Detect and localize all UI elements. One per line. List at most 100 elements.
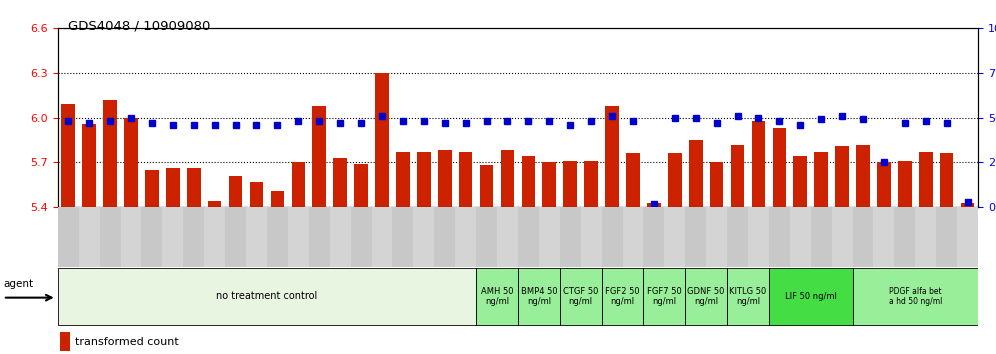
Bar (434, 207, 455, 267)
Bar (685, 268, 727, 325)
Bar (790, 207, 811, 267)
Bar (162, 207, 183, 267)
Text: AMH 50
ng/ml: AMH 50 ng/ml (481, 287, 513, 306)
Bar (602, 268, 643, 325)
Bar (853, 268, 978, 325)
Text: GDNF 50
ng/ml: GDNF 50 ng/ml (687, 287, 725, 306)
Bar (602, 207, 622, 267)
Bar (811, 207, 832, 267)
Bar (689, 140, 702, 354)
Bar (727, 207, 748, 267)
Bar (141, 207, 162, 267)
Bar (183, 207, 204, 267)
Bar (539, 207, 560, 267)
Bar (292, 162, 305, 354)
Bar (396, 152, 409, 354)
Bar (375, 73, 388, 354)
Text: KITLG 50
ng/ml: KITLG 50 ng/ml (729, 287, 767, 306)
Bar (62, 104, 75, 354)
Bar (104, 100, 117, 354)
Bar (581, 207, 602, 267)
Bar (351, 207, 372, 267)
Bar (668, 154, 681, 354)
Text: BMP4 50
ng/ml: BMP4 50 ng/ml (521, 287, 557, 306)
Bar (497, 207, 518, 267)
Bar (60, 332, 70, 351)
Bar (438, 150, 451, 354)
Text: LIF 50 ng/ml: LIF 50 ng/ml (785, 292, 837, 301)
Bar (476, 268, 518, 325)
Bar (83, 124, 96, 354)
Bar (894, 207, 915, 267)
Bar (836, 146, 849, 354)
Bar (313, 106, 326, 354)
Bar (585, 161, 598, 354)
Text: FGF7 50
ng/ml: FGF7 50 ng/ml (647, 287, 681, 306)
Bar (731, 144, 744, 354)
Bar (522, 156, 535, 354)
Bar (309, 207, 330, 267)
Bar (79, 207, 100, 267)
Bar (643, 207, 664, 267)
Bar (710, 162, 723, 354)
Bar (476, 207, 497, 267)
Text: no treatment control: no treatment control (216, 291, 318, 302)
Bar (748, 207, 769, 267)
Bar (769, 268, 853, 325)
Bar (898, 161, 911, 354)
Bar (794, 156, 807, 354)
Bar (940, 154, 953, 354)
Bar (606, 106, 619, 354)
Bar (773, 128, 786, 354)
Bar (121, 207, 141, 267)
Bar (166, 169, 179, 354)
Bar (334, 158, 347, 354)
Text: PDGF alfa bet
a hd 50 ng/ml: PDGF alfa bet a hd 50 ng/ml (888, 287, 942, 306)
Bar (560, 268, 602, 325)
Bar (769, 207, 790, 267)
Bar (727, 268, 769, 325)
Bar (501, 150, 514, 354)
Bar (873, 207, 894, 267)
Bar (915, 207, 936, 267)
Bar (706, 207, 727, 267)
Bar (100, 207, 121, 267)
Bar (518, 207, 539, 267)
Bar (643, 268, 685, 325)
Text: FGF2 50
ng/ml: FGF2 50 ng/ml (606, 287, 639, 306)
Bar (372, 207, 392, 267)
Bar (459, 152, 472, 354)
Bar (229, 176, 242, 354)
Text: transformed count: transformed count (75, 337, 178, 347)
Bar (647, 202, 660, 354)
Bar (355, 164, 368, 354)
Bar (392, 207, 413, 267)
Bar (752, 121, 765, 354)
Text: CTGF 50
ng/ml: CTGF 50 ng/ml (563, 287, 599, 306)
Bar (622, 207, 643, 267)
Bar (250, 182, 263, 354)
Bar (919, 152, 932, 354)
Bar (288, 207, 309, 267)
Text: GDS4048 / 10909080: GDS4048 / 10909080 (68, 19, 210, 33)
Bar (246, 207, 267, 267)
Bar (58, 207, 79, 267)
Bar (271, 191, 284, 354)
Bar (857, 144, 870, 354)
Bar (204, 207, 225, 267)
Bar (455, 207, 476, 267)
Bar (626, 154, 639, 354)
Bar (124, 118, 137, 354)
Bar (664, 207, 685, 267)
Bar (815, 152, 828, 354)
Bar (877, 162, 890, 354)
Bar (564, 161, 577, 354)
Bar (187, 169, 200, 354)
Bar (145, 170, 158, 354)
Bar (413, 207, 434, 267)
Bar (267, 207, 288, 267)
Bar (480, 165, 493, 354)
Bar (518, 268, 560, 325)
Bar (853, 207, 873, 267)
Bar (58, 268, 476, 325)
